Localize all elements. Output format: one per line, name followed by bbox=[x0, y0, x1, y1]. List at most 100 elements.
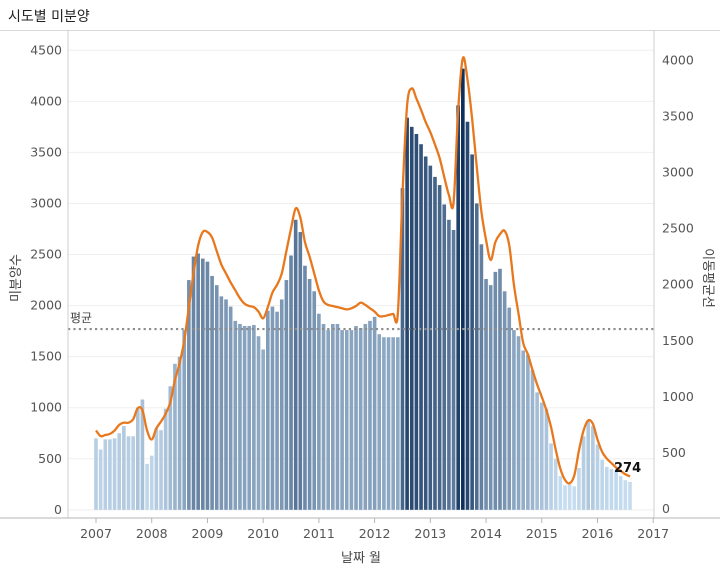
bar[interactable] bbox=[591, 426, 595, 510]
bar[interactable] bbox=[535, 392, 539, 510]
bar[interactable] bbox=[456, 105, 461, 510]
bar[interactable] bbox=[437, 185, 442, 510]
bar[interactable] bbox=[307, 279, 312, 510]
bar[interactable] bbox=[331, 323, 335, 510]
bar[interactable] bbox=[526, 354, 530, 510]
bar[interactable] bbox=[205, 261, 210, 510]
bar[interactable] bbox=[465, 121, 470, 510]
bar[interactable] bbox=[344, 330, 349, 510]
bar[interactable] bbox=[628, 481, 632, 510]
bar[interactable] bbox=[549, 443, 553, 510]
bar[interactable] bbox=[224, 299, 228, 510]
bar[interactable] bbox=[238, 323, 242, 510]
bar[interactable] bbox=[577, 467, 581, 510]
bar[interactable] bbox=[228, 306, 233, 510]
bar[interactable] bbox=[451, 230, 456, 510]
bar[interactable] bbox=[108, 439, 112, 510]
bar[interactable] bbox=[312, 291, 317, 510]
bar[interactable] bbox=[261, 349, 265, 510]
bar[interactable] bbox=[493, 271, 498, 510]
bar[interactable] bbox=[558, 476, 563, 510]
bar[interactable] bbox=[581, 436, 586, 510]
bar[interactable] bbox=[595, 444, 600, 510]
bar[interactable] bbox=[252, 324, 256, 510]
bar[interactable] bbox=[98, 449, 103, 510]
bar[interactable] bbox=[498, 268, 502, 510]
bar[interactable] bbox=[354, 326, 358, 510]
bar[interactable] bbox=[618, 476, 623, 510]
bar[interactable] bbox=[140, 399, 145, 510]
bar[interactable] bbox=[182, 330, 187, 510]
bar[interactable] bbox=[572, 486, 577, 510]
bar[interactable] bbox=[196, 253, 200, 510]
bar[interactable] bbox=[614, 471, 618, 510]
bar[interactable] bbox=[335, 323, 340, 510]
bar[interactable] bbox=[544, 408, 549, 510]
bar[interactable] bbox=[484, 279, 488, 510]
bar[interactable] bbox=[512, 330, 516, 510]
bar[interactable] bbox=[419, 144, 423, 510]
bar[interactable] bbox=[386, 337, 391, 510]
bar[interactable] bbox=[400, 188, 405, 510]
bar[interactable] bbox=[553, 458, 558, 510]
bar[interactable] bbox=[298, 232, 303, 510]
bar[interactable] bbox=[210, 275, 214, 510]
bar[interactable] bbox=[317, 313, 321, 510]
bar[interactable] bbox=[521, 350, 526, 510]
bar[interactable] bbox=[530, 369, 535, 510]
bar[interactable] bbox=[94, 438, 98, 510]
bar[interactable] bbox=[219, 296, 224, 510]
bar[interactable] bbox=[247, 326, 252, 510]
bar[interactable] bbox=[363, 323, 368, 510]
bar[interactable] bbox=[470, 154, 474, 510]
bar[interactable] bbox=[368, 320, 372, 510]
bar[interactable] bbox=[103, 439, 108, 510]
bar[interactable] bbox=[502, 291, 507, 510]
bar[interactable] bbox=[163, 408, 168, 510]
bar[interactable] bbox=[423, 156, 428, 510]
bar[interactable] bbox=[200, 258, 205, 510]
bar[interactable] bbox=[586, 419, 591, 510]
bar[interactable] bbox=[191, 256, 196, 510]
bar[interactable] bbox=[428, 165, 433, 510]
bar[interactable] bbox=[233, 320, 238, 510]
bar[interactable] bbox=[168, 386, 173, 510]
bar[interactable] bbox=[135, 407, 140, 510]
bar[interactable] bbox=[442, 204, 447, 510]
bar[interactable] bbox=[609, 468, 614, 510]
bar[interactable] bbox=[270, 306, 275, 510]
bar[interactable] bbox=[479, 244, 484, 510]
bar[interactable] bbox=[242, 326, 247, 510]
bar[interactable] bbox=[145, 463, 149, 510]
bar[interactable] bbox=[516, 336, 521, 510]
bar[interactable] bbox=[122, 426, 126, 510]
bar[interactable] bbox=[461, 68, 465, 510]
bar[interactable] bbox=[131, 436, 135, 510]
bar[interactable] bbox=[303, 265, 307, 510]
bar[interactable] bbox=[154, 428, 159, 510]
bar[interactable] bbox=[382, 337, 386, 510]
bar[interactable] bbox=[563, 485, 567, 510]
bar[interactable] bbox=[214, 285, 219, 510]
bar[interactable] bbox=[623, 480, 628, 510]
bar[interactable] bbox=[488, 285, 493, 510]
bar[interactable] bbox=[405, 117, 409, 510]
bar[interactable] bbox=[474, 203, 479, 510]
bar[interactable] bbox=[539, 402, 544, 510]
bar[interactable] bbox=[321, 323, 326, 510]
bar[interactable] bbox=[326, 330, 330, 510]
bar[interactable] bbox=[177, 356, 182, 510]
bar[interactable] bbox=[284, 280, 289, 510]
bar[interactable] bbox=[409, 126, 414, 510]
bar[interactable] bbox=[112, 438, 117, 510]
bar[interactable] bbox=[126, 436, 131, 510]
bar[interactable] bbox=[349, 330, 354, 510]
bar[interactable] bbox=[507, 307, 512, 510]
bar[interactable] bbox=[391, 337, 395, 510]
bar[interactable] bbox=[567, 484, 572, 510]
bar[interactable] bbox=[372, 316, 377, 510]
bar[interactable] bbox=[340, 330, 344, 510]
bar[interactable] bbox=[289, 255, 293, 510]
bar[interactable] bbox=[414, 134, 419, 510]
bar[interactable] bbox=[604, 466, 609, 510]
